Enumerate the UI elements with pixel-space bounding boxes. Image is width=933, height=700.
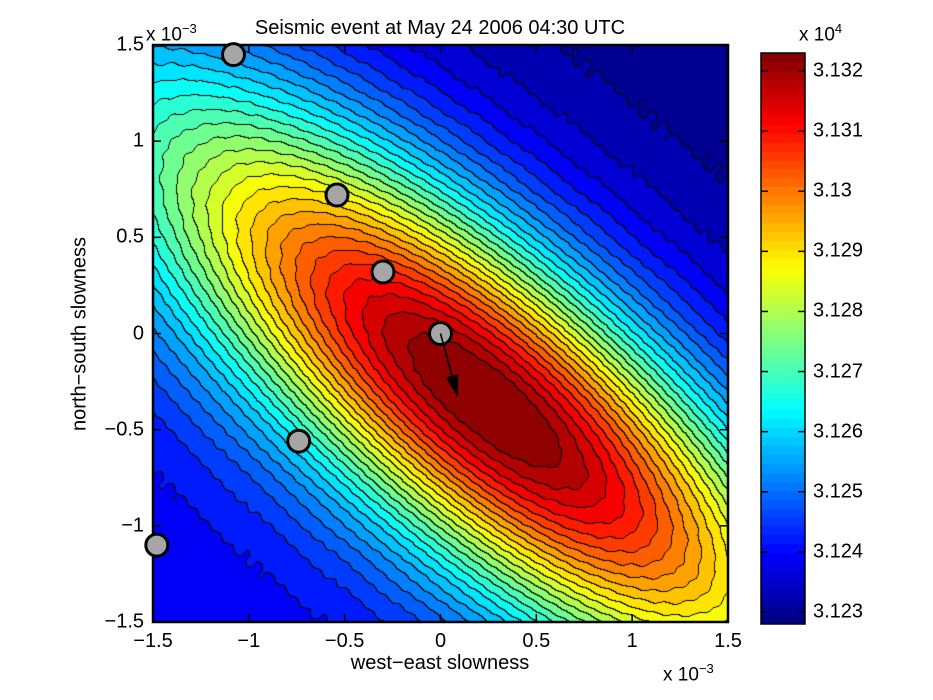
x-tick-label: 1.5	[714, 630, 742, 652]
slowness-estimate-marker	[221, 42, 246, 68]
colorbar-tick-label: 3.126	[813, 420, 864, 443]
colorbar-exponent-power: 4	[834, 21, 843, 36]
y-axis-exponent: x 10−3	[146, 21, 197, 46]
y-exponent-power: −3	[181, 21, 197, 36]
colorbar-tick-label: 3.129	[813, 239, 864, 262]
x-tick-label: −1.5	[133, 630, 173, 652]
colorbar-tick-label: 3.125	[813, 480, 864, 503]
y-tick-label: 1	[132, 129, 144, 152]
colorbar	[761, 53, 805, 624]
x-tick-label: 1	[626, 630, 638, 652]
y-tick-label: 0	[132, 322, 144, 344]
colorbar-tick-label: 3.123	[813, 600, 864, 623]
slowness-estimate-marker	[144, 532, 170, 558]
x-exponent-base: x 10	[663, 664, 699, 686]
colorbar-exponent: x 104	[799, 21, 842, 46]
x-tick-label: 0	[434, 630, 447, 652]
slowness-estimate-marker	[324, 182, 350, 208]
colorbar-tick-label: 3.127	[813, 360, 864, 383]
y-tick-label: 1.5	[116, 33, 144, 56]
x-tick-label: 0.5	[522, 630, 551, 652]
page-title: Seismic event at May 24 2006 04:30 UTC	[254, 17, 626, 39]
colorbar-box	[760, 52, 806, 625]
slowness-estimate-marker	[370, 259, 396, 285]
y-tick-label: −1.5	[104, 610, 144, 633]
x-axis-label: west−east slowness	[350, 652, 530, 674]
x-exponent-power: −3	[698, 661, 714, 676]
colorbar-exponent-base: x 10	[799, 24, 835, 46]
x-axis-exponent: x 10−3	[663, 661, 714, 686]
colorbar-tick-label: 3.131	[813, 119, 864, 142]
x-tick-label: −1	[237, 630, 261, 652]
arrow-head	[445, 374, 459, 397]
arrow-shaft	[439, 333, 453, 376]
colorbar-tick-label: 3.124	[813, 540, 864, 563]
colorbar-tick-label: 3.128	[813, 299, 864, 322]
axes-box	[151, 43, 730, 624]
colorbar-tick-label: 3.132	[813, 59, 864, 82]
colorbar-tick-label: 3.13	[813, 179, 852, 202]
y-tick-label: 0.5	[116, 225, 144, 248]
y-tick-label: −0.5	[104, 418, 144, 441]
y-axis-label: north−south slowness	[68, 236, 91, 432]
x-tick-label: −0.5	[324, 630, 365, 652]
y-exponent-base: x 10	[146, 24, 182, 46]
y-tick-label: −1	[121, 514, 144, 537]
slowness-estimate-marker	[286, 428, 312, 454]
